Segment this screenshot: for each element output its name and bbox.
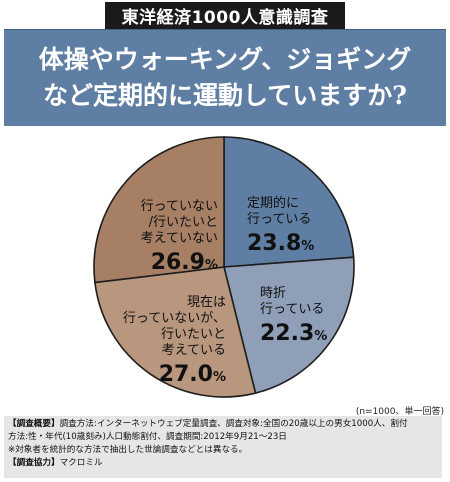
- slice-1-value-unit: %: [314, 329, 327, 344]
- pie-slice-3: [93, 136, 225, 284]
- survey-series-tag: 東洋経済1000人意識調査: [105, 2, 345, 29]
- sample-note: (n=1000、単一回答): [355, 407, 444, 417]
- slice-3-label-line-0: 行っていない: [141, 199, 218, 214]
- slice-3-label-line-1: /行いたいと: [149, 215, 218, 230]
- footer-line-3: ※対象者を統計的な方法で抽出した世論調査などとは異なる。: [8, 444, 438, 457]
- slice-0-label-line-0: 定期的に: [247, 195, 299, 211]
- slice-3-value-label: 26.9%: [151, 250, 218, 275]
- slice-1-value-label: 22.3%: [260, 321, 327, 346]
- headline-line-1: 体操やウォーキング、ジョギング: [38, 45, 412, 74]
- footer-overview-heading: 【調査概要】: [8, 419, 60, 429]
- footer-partner-name: マクロミル: [59, 458, 103, 468]
- slice-0-label-line-1: 行っている: [247, 212, 311, 227]
- question-headline: 体操やウォーキング、ジョギング など定期的に運動していますか?: [4, 29, 446, 126]
- footer-partner-heading: 【調査協力】: [8, 458, 60, 468]
- footer-method-text: 調査方法:インターネットウェブ定量調査、調査対象:全国の20歳以上の男女1000…: [59, 419, 408, 429]
- slice-2-value-label: 27.0%: [159, 362, 226, 387]
- pie-chart: 定期的に行っている23.8%時折行っている22.3%現在は行っていないが、行いた…: [93, 136, 355, 398]
- slice-2-value-unit: %: [213, 370, 226, 385]
- footer-method-text-2: 方法:性・年代(10歳刻み)人口動態割付、調査期間:2012年9月21〜23日: [8, 432, 287, 442]
- pie-slice-0: [223, 136, 355, 268]
- survey-footer: 【調査概要】調査方法:インターネットウェブ定量調査、調査対象:全国の20歳以上の…: [4, 416, 442, 478]
- slice-2-label-line-0: 現在は: [187, 295, 226, 310]
- slice-1-label-line-1: 行っている: [260, 302, 324, 317]
- slice-3-label-line-2: 考えていない: [141, 231, 218, 246]
- slice-3-value-unit: %: [205, 258, 218, 273]
- footer-line-4: 【調査協力】マクロミル: [8, 457, 438, 470]
- slice-2-label-line-1: 行っていないが、: [123, 311, 226, 326]
- slice-2-label-line-3: 考えている: [162, 343, 226, 358]
- slice-1-label-line-0: 時折: [260, 286, 286, 301]
- pie-slice-1: [222, 256, 355, 395]
- footer-line-2: 方法:性・年代(10歳刻み)人口動態割付、調査期間:2012年9月21〜23日: [8, 431, 438, 444]
- slice-1-value-number: 22.3: [260, 321, 314, 346]
- footer-line-1: 【調査概要】調査方法:インターネットウェブ定量調査、調査対象:全国の20歳以上の…: [8, 418, 438, 431]
- slice-2-value-number: 27.0: [159, 362, 213, 387]
- slice-0-value-label: 23.8%: [247, 231, 314, 256]
- slice-2-label-line-2: 行いたいと: [161, 327, 226, 342]
- pie-slice-2: [94, 266, 257, 398]
- footer-disclaimer: ※対象者を統計的な方法で抽出した世論調査などとは異なる。: [8, 445, 248, 455]
- slice-0-value-number: 23.8: [247, 231, 301, 256]
- slice-3-value-number: 26.9: [151, 250, 205, 275]
- slice-0-value-unit: %: [301, 239, 314, 254]
- headline-line-2: など定期的に運動していますか?: [43, 81, 407, 110]
